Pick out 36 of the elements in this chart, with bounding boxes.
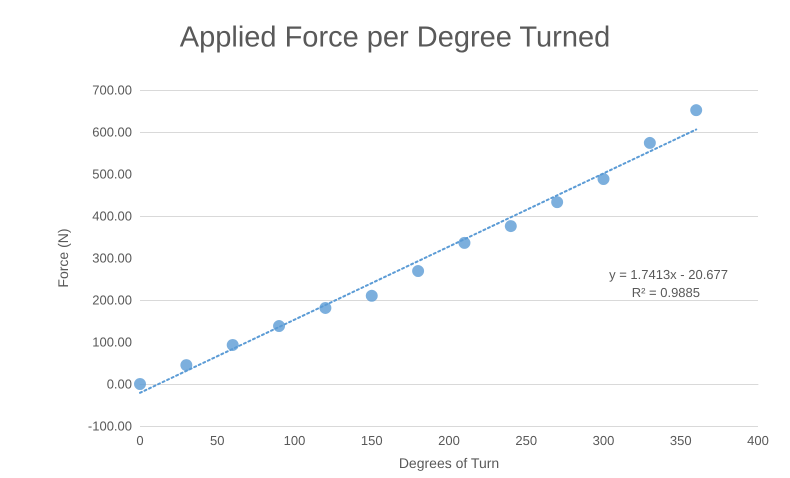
point (180, 359, 192, 372)
chart-title: Applied Force per Degree Turned (180, 22, 610, 54)
x-tick-label: 0 (136, 433, 144, 448)
x-tick-label: 200 (438, 433, 460, 448)
point (644, 136, 656, 149)
x-tick-label: 50 (210, 433, 224, 448)
point (226, 338, 239, 351)
y-tick-label: 700.00 (92, 82, 132, 98)
point (598, 173, 610, 186)
x-tick-label: 100 (284, 433, 306, 448)
point (273, 320, 286, 332)
point (551, 196, 564, 208)
y-tick-label: 500.00 (92, 166, 132, 182)
point (504, 220, 517, 232)
y-tick-label: 100.00 (92, 334, 132, 350)
x-tick-label: 300 (592, 433, 614, 448)
y-tick-label: 0.00 (106, 376, 132, 392)
point (458, 236, 470, 249)
x-tick-label: 350 (670, 433, 692, 448)
y-axis-title: Force (N) (55, 228, 71, 288)
annotation: y = 1.7413x - 20.677 (609, 267, 728, 282)
x-tick-label: 150 (360, 433, 383, 448)
point (412, 265, 424, 278)
y-tick-label: 200.00 (92, 292, 132, 308)
y-tick-label: 300.00 (92, 250, 132, 266)
y-tick-label: -100.00 (88, 418, 132, 434)
annotation: R² = 0.9885 (632, 285, 700, 300)
point (366, 290, 378, 302)
x-tick-label: 400 (747, 433, 769, 448)
x-axis-title: Degrees of Turn (398, 455, 500, 471)
point (319, 302, 332, 314)
y-tick-label: 600.00 (92, 124, 132, 140)
x-tick-label: 250 (515, 433, 538, 448)
point (690, 104, 702, 116)
point (134, 378, 146, 390)
y-tick-label: 400.00 (92, 208, 132, 224)
